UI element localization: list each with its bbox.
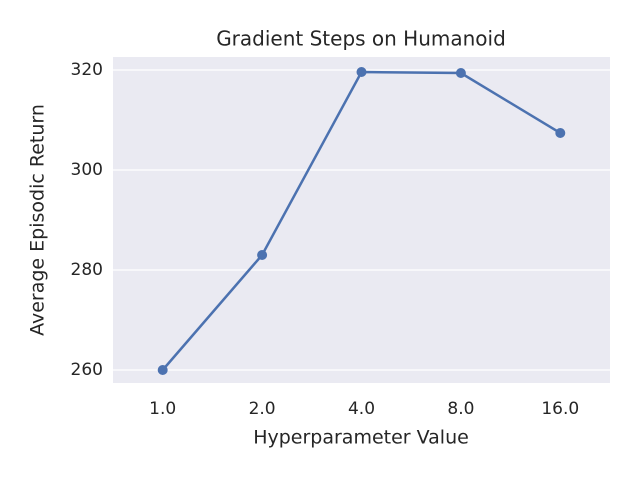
point: [157, 365, 168, 375]
point: [455, 68, 466, 78]
y-tick-label: 280: [71, 260, 103, 280]
point: [555, 128, 566, 138]
x-tick-label: 8.0: [447, 399, 474, 419]
x-tick-label: 4.0: [348, 399, 375, 419]
x-tick-label: 2.0: [249, 399, 276, 419]
x-axis-label: Hyperparameter Value: [253, 427, 469, 449]
y-tick-label: 320: [71, 60, 103, 80]
x-tick-label: 16.0: [541, 399, 579, 419]
point: [356, 67, 367, 77]
chart-title: Gradient Steps on Humanoid: [216, 27, 506, 51]
y-tick-label: 260: [71, 360, 103, 380]
y-axis-label: Average Episodic Return: [27, 104, 49, 336]
plot-area: [113, 57, 610, 383]
x-tick-label: 1.0: [149, 399, 176, 419]
y-tick-label: 300: [71, 160, 103, 180]
point: [257, 250, 268, 260]
